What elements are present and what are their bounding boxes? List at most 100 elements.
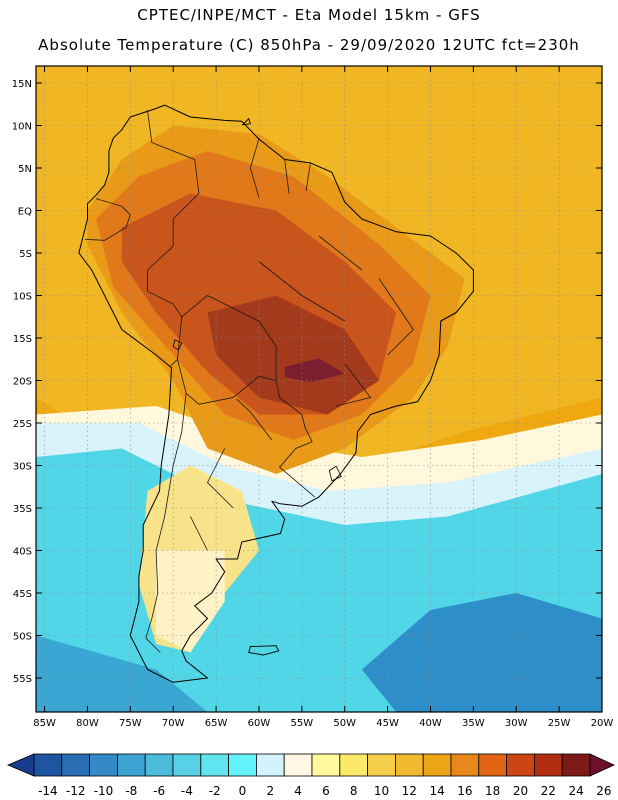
country-border: [275, 380, 306, 429]
coastline: [78, 104, 474, 683]
lon-tick-label: 65W: [205, 718, 228, 729]
colorbar-max-arrow: [589, 753, 615, 777]
colorbar-label: 24: [568, 784, 583, 798]
colorbar-label: 6: [322, 784, 330, 798]
lat-tick-label: 55S: [13, 674, 32, 685]
colorbar-label: 0: [239, 784, 247, 798]
lat-tick-label: 35S: [13, 504, 32, 515]
country-border: [284, 159, 290, 194]
lon-tick-label: 50W: [333, 718, 356, 729]
colorbar: -14 -12 -10 -8 -6 -4 -2 0 2 4 6 8 10 12 14 16 18 20 22 24 26…: [6, 753, 615, 798]
colorbar-min-arrow: [6, 753, 35, 777]
trinidad: [241, 117, 252, 126]
country-border: [84, 198, 131, 241]
colorbar-label: -6: [153, 784, 165, 798]
colorbar-swatch: [367, 753, 396, 777]
colorbar-label: -4: [181, 784, 193, 798]
country-border: [249, 138, 260, 198]
colorbar-label: 4: [294, 784, 302, 798]
lon-tick-label: 80W: [76, 718, 99, 729]
country-border: [198, 375, 277, 405]
colorbar-swatch: [89, 753, 118, 777]
lat-tick-label: 10N: [12, 122, 32, 133]
lat-tick-label: 15S: [13, 334, 32, 345]
lat-tick-label: 20S: [13, 377, 32, 388]
lon-tick-label: 75W: [119, 718, 142, 729]
temperature-field-central-core: [207, 295, 379, 415]
colorbar-swatch: [33, 753, 63, 777]
colorbar-label: -2: [209, 784, 221, 798]
colorbar-label: 26: [596, 784, 611, 798]
lat-tick-label: 5S: [19, 249, 32, 260]
colorbar-label: -10: [94, 784, 114, 798]
map-frame: [35, 65, 603, 713]
colorbar-swatch: [506, 753, 535, 777]
colorbar-swatch: [172, 753, 202, 777]
country-border: [378, 278, 414, 356]
country-border: [318, 235, 363, 271]
falkland-islands: [248, 645, 280, 656]
country-border: [145, 393, 187, 653]
lon-tick-label: 70W: [162, 718, 185, 729]
colorbar-swatch: [422, 753, 452, 777]
lat-tick-label: 15N: [12, 79, 32, 90]
country-border: [305, 162, 311, 191]
country-border: [207, 448, 234, 509]
colorbar-label: -12: [66, 784, 86, 798]
colorbar-label: 16: [457, 784, 472, 798]
colorbar-label: -8: [125, 784, 137, 798]
lat-tick-label: 45S: [13, 589, 32, 600]
lon-tick-label: 45W: [376, 718, 399, 729]
colorbar-swatch: [228, 753, 257, 777]
temperature-field-cold-pool-southeast: [361, 593, 602, 712]
lon-tick-label: 60W: [248, 718, 271, 729]
map-plot-area: [36, 66, 602, 712]
country-border: [236, 398, 273, 441]
lake-titicaca: [172, 339, 183, 351]
lon-tick-label: 40W: [419, 718, 442, 729]
colorbar-swatch: [478, 753, 507, 777]
colorbar-swatch: [534, 753, 563, 777]
colorbar-swatch: [117, 753, 146, 777]
lat-tick-label: 5N: [18, 164, 32, 175]
lat-tick-label: 50S: [13, 632, 32, 643]
colorbar-label: 2: [266, 784, 274, 798]
colorbar-swatch: [561, 753, 591, 777]
colorbar-label: 12: [402, 784, 417, 798]
country-border: [258, 261, 345, 322]
colorbar-label: 18: [485, 784, 500, 798]
colorbar-label: 14: [429, 784, 444, 798]
temperature-field-hottest-core: [284, 358, 345, 383]
colorbar-swatch: [394, 753, 424, 777]
lat-tick-label: EQ: [18, 207, 32, 218]
lagoa-dos-patos: [328, 465, 342, 482]
colorbar-swatch: [144, 753, 174, 777]
country-border: [279, 427, 315, 498]
lat-tick-label: 25S: [13, 419, 32, 430]
lon-tick-label: 20W: [591, 718, 614, 729]
country-border: [190, 516, 208, 551]
colorbar-label: -14: [38, 784, 58, 798]
colorbar-swatch: [339, 753, 368, 777]
colorbar-swatch: [200, 753, 230, 777]
axis-ticks: 85W 80W 75W 70W 65W 60W 55W 50W 45W 40W 35W 30W 25W 2…: [12, 66, 614, 729]
colorbar-swatch: [61, 753, 90, 777]
lon-tick-label: 25W: [548, 718, 571, 729]
colorbar-label: 10: [374, 784, 389, 798]
colorbar-label: 8: [350, 784, 358, 798]
colorbar-label: 22: [541, 784, 556, 798]
colorbar-swatch: [450, 753, 480, 777]
colorbar-label: 20: [513, 784, 528, 798]
country-border: [181, 295, 277, 381]
lat-tick-label: 10S: [13, 292, 32, 303]
lat-tick-label: 40S: [13, 547, 32, 558]
lon-tick-label: 55W: [291, 718, 314, 729]
lon-tick-label: 85W: [33, 718, 56, 729]
lon-tick-label: 35W: [462, 718, 485, 729]
lon-tick-label: 30W: [505, 718, 528, 729]
chart-title: CPTEC/INPE/MCT - Eta Model 15km - GFS: [137, 6, 481, 24]
country-border: [147, 110, 200, 247]
country-border: [336, 363, 372, 407]
chart-subtitle: Absolute Temperature (C) 850hPa - 29/09/…: [38, 36, 580, 54]
